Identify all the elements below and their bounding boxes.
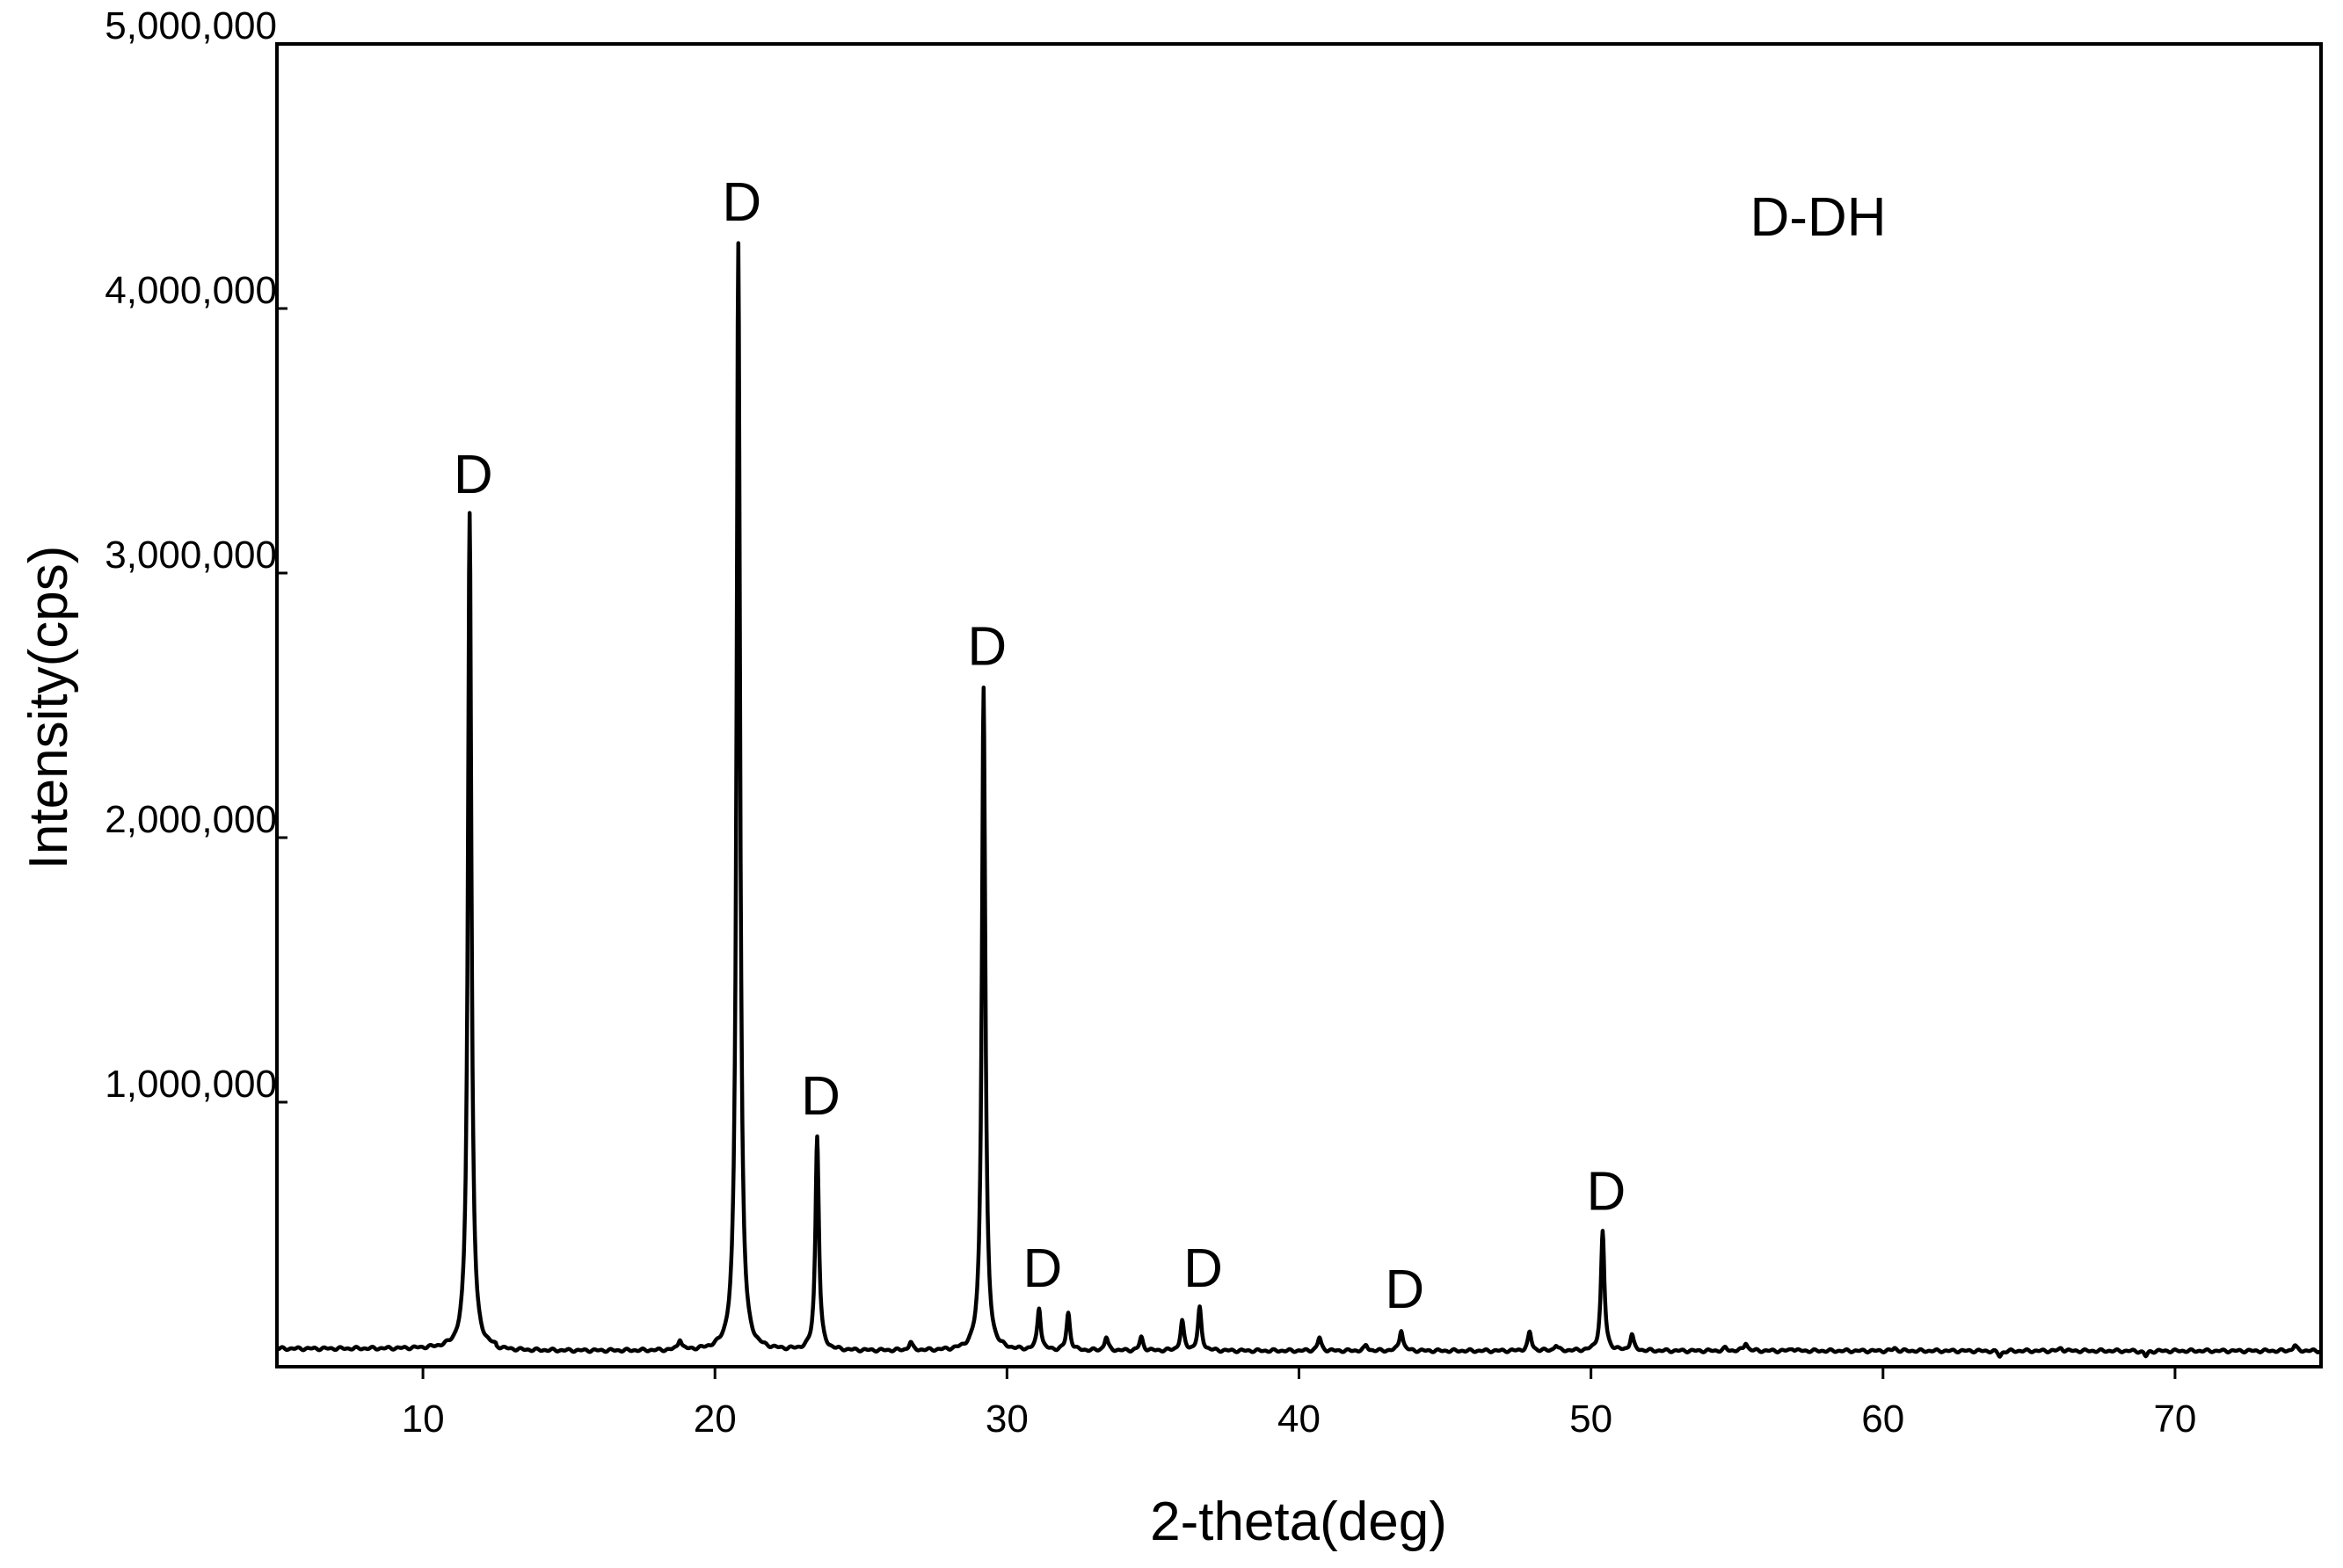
peak-label: D [801, 1066, 840, 1127]
y-axis-ticks: 1,000,000 2,000,000 3,000,000 4,000,000 5,00… [105, 4, 287, 1106]
x-axis-ticks: 10 20 30 40 50 60 70 [402, 1367, 2196, 1441]
peak-label: D [967, 616, 1007, 677]
y-axis-title: Intensity(cps) [18, 546, 79, 870]
peak-labels: D D D D D D D D [454, 172, 1626, 1320]
y-tick-label: 4,000,000 [105, 269, 277, 312]
y-tick-label: 3,000,000 [105, 534, 277, 577]
x-tick-label: 10 [402, 1397, 445, 1441]
x-tick-label: 60 [1861, 1397, 1904, 1441]
sample-label: D-DH [1750, 187, 1887, 248]
x-tick-label: 30 [986, 1397, 1029, 1441]
plot-frame [275, 42, 2323, 1368]
peak-label: D [1587, 1161, 1626, 1222]
y-tick-label: 5,000,000 [105, 4, 277, 47]
x-tick-label: 50 [1569, 1397, 1612, 1441]
y-tick-label: 1,000,000 [105, 1063, 277, 1106]
peak-label: D [722, 172, 761, 233]
peak-label: D [454, 445, 493, 505]
peak-label: D [1183, 1238, 1223, 1299]
x-tick-label: 20 [694, 1397, 737, 1441]
peak-label: D [1023, 1238, 1063, 1299]
x-tick-label: 40 [1277, 1397, 1321, 1441]
x-tick-label: 70 [2153, 1397, 2196, 1441]
diffraction-pattern-line [275, 241, 2323, 1359]
y-tick-label: 2,000,000 [105, 798, 277, 841]
peak-label: D [1385, 1259, 1424, 1320]
x-axis-title: 2-theta(deg) [1150, 1492, 1447, 1552]
